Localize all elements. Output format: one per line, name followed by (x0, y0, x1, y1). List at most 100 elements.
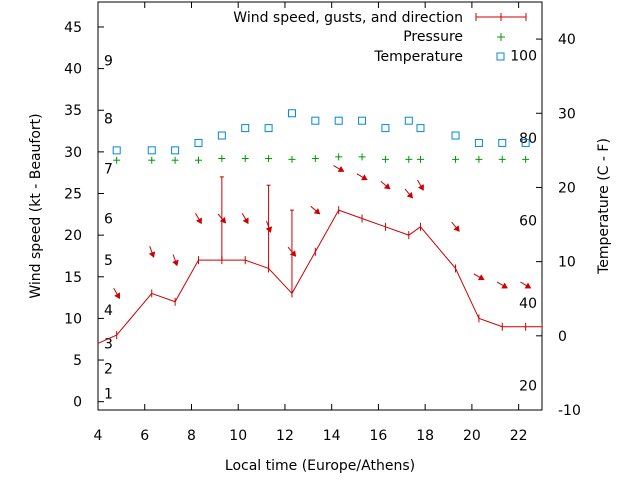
y-left-tick-label: 20 (64, 228, 82, 244)
beaufort-label: 9 (104, 53, 113, 69)
pressure-point (241, 155, 249, 163)
x-tick-label: 4 (94, 428, 103, 444)
pressure-point (498, 155, 506, 163)
legend-label-pressure: Pressure (403, 29, 463, 45)
wind-direction-arrow-head (337, 165, 345, 172)
y-left-tick-label: 45 (64, 20, 82, 36)
wind-direction-arrow-head (114, 292, 121, 300)
y-left-tick-label: 40 (64, 62, 82, 78)
y-left-axis-title: Wind speed (kt - Beaufort) (28, 113, 44, 298)
temperature-point (112, 146, 121, 155)
beaufort-label: 3 (104, 336, 113, 352)
wind-direction-arrow-head (219, 216, 227, 224)
temperature-point (171, 146, 180, 155)
wind-direction-arrow-head (360, 174, 368, 181)
beaufort-label: 8 (104, 112, 113, 128)
pressure-point (475, 155, 483, 163)
x-tick-label: 16 (370, 428, 388, 444)
wind-direction-arrow-head (172, 259, 179, 267)
temperature-point (311, 116, 320, 125)
wind-direction-arrow-head (524, 282, 532, 289)
y-left-tick-label: 25 (64, 187, 82, 203)
temperature-point (241, 124, 250, 133)
temperature-point (404, 116, 413, 125)
beaufort-label: 5 (104, 253, 113, 269)
beaufort-label: 2 (104, 361, 113, 377)
y-right-tick-label: 30 (558, 106, 576, 122)
wind-direction-arrow-head (148, 251, 156, 258)
pressure-point (358, 153, 366, 161)
pressure-point (381, 155, 389, 163)
y-right-tick-label: -10 (558, 403, 581, 419)
x-axis-title: Local time (Europe/Athens) (225, 458, 415, 474)
temperature-point (358, 116, 367, 125)
y-left-tick-label: 5 (73, 353, 82, 369)
wind-speed-line (98, 209, 542, 344)
temperature-point (194, 138, 203, 147)
pressure-point (335, 153, 343, 161)
pressure-point (148, 156, 156, 164)
x-tick-label: 14 (323, 428, 341, 444)
temperature-point (521, 138, 530, 147)
x-tick-label: 10 (229, 428, 247, 444)
fahrenheit-label: 60 (519, 213, 537, 229)
x-tick-label: 20 (463, 428, 481, 444)
wind-direction-arrow-head (501, 282, 508, 289)
fahrenheit-label: 100 (510, 49, 537, 65)
temperature-point (381, 124, 390, 133)
pressure-point (171, 156, 179, 164)
wind-direction-arrow-head (417, 184, 424, 191)
pressure-point (311, 155, 319, 163)
y-right-axis-title: Temperature (C - F) (596, 138, 612, 275)
legend-label-temperature: Temperature (373, 49, 463, 65)
wind-direction-arrow-head (242, 217, 249, 225)
axes-layer: 4 6 8 10 12 14 16 18 20 22051015202530354045-1001… (28, 1, 612, 474)
temperature-point (451, 131, 460, 140)
temperature-point (287, 109, 296, 118)
pressure-point (452, 155, 460, 163)
legend-swatch-temperature (496, 52, 505, 61)
y-right-tick-label: 40 (558, 32, 576, 48)
temperature-point (474, 138, 483, 147)
temperature-point (264, 124, 273, 133)
beaufort-label: 4 (104, 303, 113, 319)
wind-direction-arrow-head (289, 250, 297, 257)
x-tick-label: 22 (510, 428, 528, 444)
temperature-point (498, 138, 507, 147)
wind-direction-arrow-head (313, 208, 321, 215)
y-right-tick-label: 0 (558, 329, 567, 345)
x-tick-label: 8 (187, 428, 196, 444)
pressure-point (416, 155, 424, 163)
fahrenheit-label: 20 (519, 378, 537, 394)
wind-direction-arrow-head (406, 191, 413, 199)
temperature-point (334, 116, 343, 125)
data-layer (98, 109, 542, 344)
y-left-tick-label: 15 (64, 270, 82, 286)
beaufort-label: 1 (104, 386, 113, 402)
wind-direction-arrow-head (383, 183, 391, 190)
y-left-tick-label: 30 (64, 145, 82, 161)
data-clip-group (98, 109, 542, 344)
legend-label-wind: Wind speed, gusts, and direction (233, 10, 463, 26)
y-left-tick-label: 0 (73, 395, 82, 411)
pressure-point (218, 155, 226, 163)
wind-direction-arrow-head (477, 274, 485, 281)
temperature-point (147, 146, 156, 155)
x-tick-label: 18 (416, 428, 434, 444)
legend: Wind speed, gusts, and direction Pressur… (233, 10, 527, 65)
wind-direction-arrow-head (195, 217, 202, 225)
pressure-point (405, 155, 413, 163)
temperature-point (217, 131, 226, 140)
plot-frame (97, 1, 543, 411)
pressure-point (288, 155, 296, 163)
y-right-tick-label: 20 (558, 180, 576, 196)
pressure-point (522, 155, 530, 163)
pressure-point (113, 156, 121, 164)
wind-direction-arrow-head (265, 226, 273, 233)
y-left-tick-label: 35 (64, 103, 82, 119)
y-left-tick-label: 10 (64, 311, 82, 327)
wind-direction-arrow-head (453, 225, 460, 232)
fahrenheit-label: 40 (519, 296, 537, 312)
